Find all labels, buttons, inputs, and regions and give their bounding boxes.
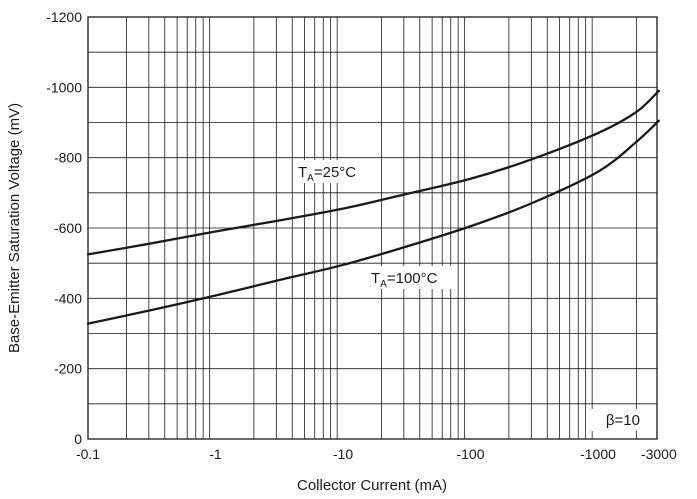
series-line-0 xyxy=(86,89,660,256)
x-tick-label: -1000 xyxy=(580,446,616,462)
series-line-1 xyxy=(86,119,660,325)
x-tick-label: -10 xyxy=(333,446,353,462)
x-tick-label: -1 xyxy=(209,446,222,462)
x-axis-title: Collector Current (mA) xyxy=(297,477,447,494)
series-label-0: TA=25°C xyxy=(298,164,356,184)
y-tick-label: 0 xyxy=(74,431,82,447)
series-label-background xyxy=(294,160,366,183)
x-tick-label: -100 xyxy=(456,446,484,462)
y-tick-labels: 0 -200 -400 -600 -800 -1000 -1200 xyxy=(46,9,82,447)
x-tick-label: -0.1 xyxy=(76,446,100,462)
beta-annotation-background xyxy=(590,409,646,431)
grid xyxy=(88,17,657,439)
y-tick-label: -400 xyxy=(54,290,82,306)
y-tick-label: -1000 xyxy=(46,79,82,95)
y-tick-label: -600 xyxy=(54,220,82,236)
series-label-background xyxy=(367,266,453,289)
y-tick-label: -200 xyxy=(54,361,82,377)
x-tick-labels: -0.1 -1 -10 -100 -1000 -3000 xyxy=(76,446,677,462)
series-layer xyxy=(86,89,660,325)
plot-frame xyxy=(87,16,658,440)
y-axis-title: Base-Emitter Saturation Voltage (mV) xyxy=(6,103,23,353)
y-tick-label: -1200 xyxy=(46,9,82,25)
series-label-1: TA=100°C xyxy=(371,270,438,290)
y-tick-label: -800 xyxy=(54,150,82,166)
beta-annotation: β=10 xyxy=(606,412,640,429)
series-labels: TA=25°C TA=100°C β=10 xyxy=(294,160,646,431)
x-tick-label: -3000 xyxy=(641,446,677,462)
